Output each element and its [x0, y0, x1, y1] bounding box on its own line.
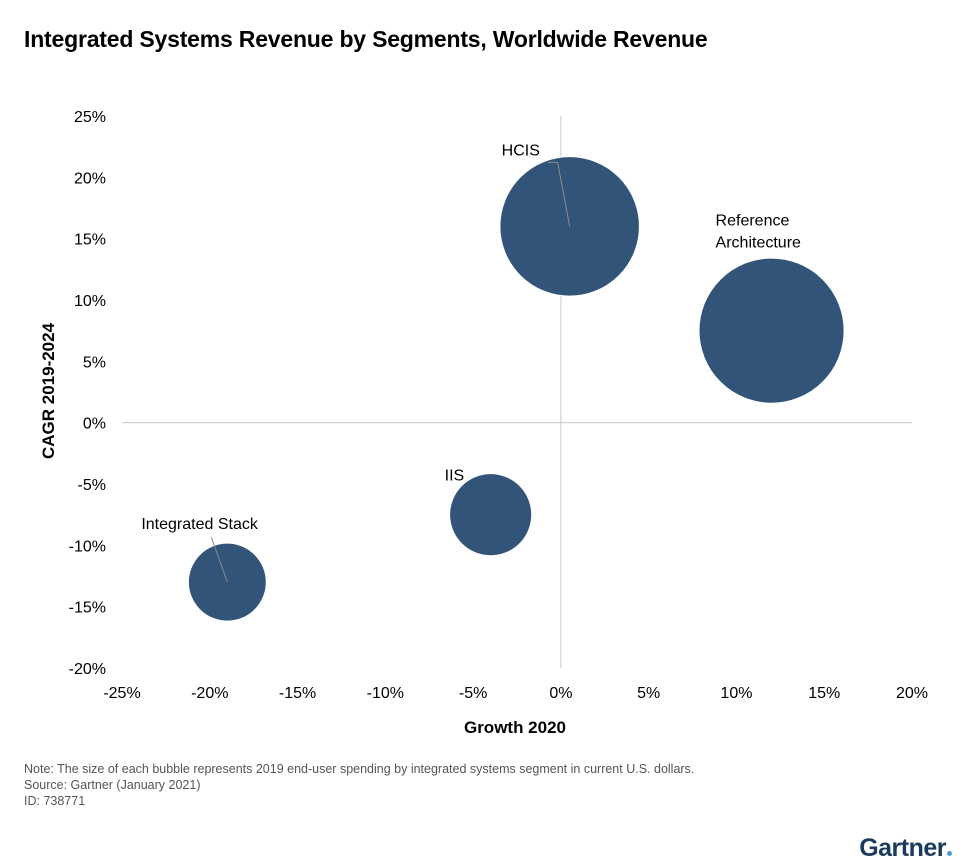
y-tick-label: 5%	[83, 354, 106, 371]
y-tick-label: -15%	[69, 600, 106, 617]
bubble-label: HCIS	[502, 142, 540, 159]
x-tick-label: 20%	[896, 685, 928, 702]
y-tick-label: 0%	[83, 416, 106, 433]
y-tick-label: 10%	[74, 293, 106, 310]
bubble-label: Integrated Stack	[141, 516, 259, 533]
bubble-reference-architecture	[698, 257, 846, 405]
y-tick-label: 15%	[74, 232, 106, 249]
source-text: Source: Gartner (January 2021)	[24, 778, 201, 792]
bubble-chart: 25% 20% 15% 10% 5% 0% -5% -10% -15% -20% -25% -20% -…	[39, 109, 928, 737]
chart-title: Integrated Systems Revenue by Segments, …	[24, 26, 708, 52]
bubble-leader-line	[547, 161, 571, 227]
y-tick-label: -10%	[69, 538, 106, 555]
gartner-logo: Gartner	[859, 834, 952, 863]
x-tick-label: -20%	[191, 685, 228, 702]
x-tick-label: -5%	[459, 685, 487, 702]
bubble-leader-line	[210, 536, 228, 583]
bubble-label: Architecture	[716, 235, 801, 252]
logo-dot-icon	[947, 851, 952, 856]
logo-text: Gartner	[859, 834, 946, 862]
chart-notes: Note: The size of each bubble represents…	[24, 761, 694, 809]
id-text: ID: 738771	[24, 794, 86, 808]
y-tick-label: -20%	[69, 661, 106, 678]
y-tick-label: -5%	[78, 477, 106, 494]
x-axis-title: Growth 2020	[464, 718, 566, 737]
x-tick-label: 0%	[549, 685, 572, 702]
x-tick-label: -25%	[103, 685, 140, 702]
bubble-label: IIS	[445, 468, 465, 485]
note-text: Note: The size of each bubble represents…	[24, 762, 695, 776]
x-tick-label: -15%	[279, 685, 316, 702]
y-tick-label: 25%	[74, 109, 106, 126]
bubble-iis	[448, 472, 533, 557]
x-tick-label: 10%	[720, 685, 752, 702]
y-axis-title: CAGR 2019-2024	[39, 322, 58, 459]
x-tick-label: 5%	[637, 685, 660, 702]
bubble-label: Reference	[716, 213, 790, 230]
y-tick-label: 20%	[74, 170, 106, 187]
x-tick-label: 15%	[808, 685, 840, 702]
x-tick-label: -10%	[367, 685, 404, 702]
